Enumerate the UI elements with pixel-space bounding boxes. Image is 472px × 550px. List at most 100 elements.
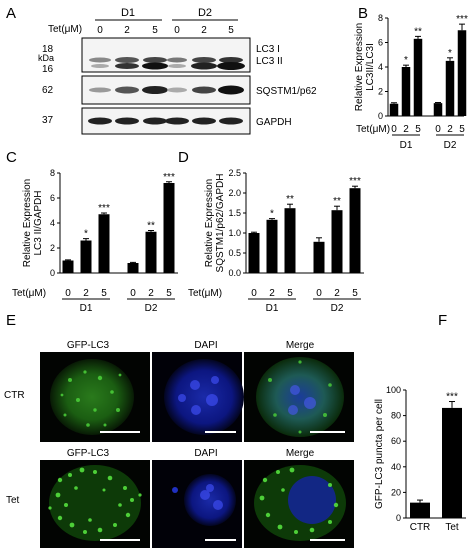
- y-tick-label: 100: [386, 385, 401, 395]
- dose-label: 0: [251, 288, 257, 299]
- significance-label: ***: [446, 392, 458, 403]
- column-label-gfp: GFP-LC3: [67, 448, 110, 459]
- bar: [127, 263, 139, 273]
- dose-label: 2: [148, 288, 154, 299]
- y-tick-label: 2: [378, 87, 383, 97]
- micrograph-tet-dapi: [152, 460, 242, 548]
- dose-label: 0: [435, 124, 441, 135]
- bar: [62, 260, 74, 273]
- significance-label: ***: [98, 203, 110, 214]
- dose-label: 5: [166, 288, 172, 299]
- bar: [145, 231, 157, 273]
- y-tick-label: 2.0: [228, 188, 241, 198]
- dose-label: 5: [459, 124, 465, 135]
- bar: [284, 208, 296, 273]
- category-label: Tet: [445, 522, 459, 533]
- y-axis-label: GFP-LC3 puncta per cell: [374, 399, 385, 509]
- dose-label: 5: [152, 25, 158, 36]
- mw-unit: kDa: [38, 53, 54, 63]
- column-label-dapi: DAPI: [194, 340, 217, 351]
- y-tick-label: 2.5: [228, 168, 241, 178]
- bar: [410, 502, 430, 518]
- group-label: D2: [444, 140, 457, 151]
- micrograph-tet-merge: [244, 460, 354, 548]
- panel-d-chart: D 0.0 0.5 1.0 1.5 2.0 2.5 Relative Expression SQ…: [178, 149, 364, 314]
- y-tick-label: 1.5: [228, 208, 241, 218]
- mw-marker: 16: [42, 64, 54, 75]
- y-tick-label: 2: [50, 243, 55, 253]
- y-tick-label: 80: [391, 411, 401, 421]
- y-tick-label: 8: [378, 13, 383, 23]
- panel-a: A Tet(μM) D1 D2 0 2 5 0 2 5 18 kDa 16 62…: [6, 5, 317, 135]
- y-tick-label: 0.5: [228, 248, 241, 258]
- column-label-gfp: GFP-LC3: [67, 340, 110, 351]
- micrograph-tet-gfp: [40, 460, 150, 548]
- group-label: D2: [145, 303, 158, 314]
- significance-label: ***: [456, 14, 468, 25]
- bar: [349, 188, 361, 273]
- dose-label: 2: [447, 124, 453, 135]
- y-tick-label: 0: [378, 111, 383, 121]
- dose-label: 5: [415, 124, 421, 135]
- bar: [80, 240, 92, 273]
- significance-label: **: [286, 194, 294, 205]
- dose-label: 5: [352, 288, 358, 299]
- significance-label: ***: [163, 172, 175, 183]
- significance-label: *: [448, 48, 452, 59]
- y-axis-label: Relative Expression: [354, 23, 365, 111]
- y-tick-label: 8: [50, 168, 55, 178]
- panel-letter: C: [6, 149, 17, 166]
- dose-label: 2: [201, 25, 207, 36]
- significance-label: **: [414, 26, 422, 37]
- column-label-dapi: DAPI: [194, 448, 217, 459]
- band-label-lc3ii: LC3 II: [256, 56, 283, 67]
- row-label-tet: Tet: [6, 495, 20, 506]
- dose-label: 5: [228, 25, 234, 36]
- bar: [401, 67, 411, 116]
- panel-e: E GFP-LC3 DAPI Merge CTR: [4, 312, 354, 548]
- y-tick-label: 0: [396, 513, 401, 523]
- significance-label: *: [270, 209, 274, 220]
- dose-label: 0: [65, 288, 71, 299]
- tet-label: Tet(μM): [356, 124, 390, 135]
- dose-label: 2: [83, 288, 89, 299]
- group-label: D1: [266, 303, 279, 314]
- lc3-bands: [89, 57, 245, 70]
- mw-marker: 62: [42, 85, 54, 96]
- dose-label: 5: [101, 288, 107, 299]
- row-label-ctr: CTR: [4, 390, 25, 401]
- panel-letter: B: [358, 5, 368, 22]
- significance-label: **: [147, 221, 155, 232]
- y-tick-label: 6: [50, 193, 55, 203]
- band-label-lc3i: LC3 I: [256, 44, 280, 55]
- panel-letter: F: [438, 312, 447, 329]
- dose-label: 2: [334, 288, 340, 299]
- micrograph-ctr-dapi: [152, 352, 244, 442]
- bar: [163, 183, 175, 273]
- significance-label: *: [404, 55, 408, 66]
- y-tick-label: 4: [50, 218, 55, 228]
- bar: [266, 219, 278, 273]
- bar: [389, 103, 399, 116]
- y-tick-label: 60: [391, 436, 401, 446]
- dose-label: 0: [97, 25, 103, 36]
- bar: [98, 214, 110, 273]
- bar: [442, 407, 462, 518]
- group-label: D2: [331, 303, 344, 314]
- y-axis-label: SQSTM1/p62/GAPDH: [215, 174, 226, 273]
- dose-label: 2: [124, 25, 130, 36]
- bar: [331, 210, 343, 273]
- band-label-p62: SQSTM1/p62: [256, 86, 317, 97]
- mw-marker: 18: [42, 44, 54, 55]
- micrograph-ctr-gfp: [40, 352, 150, 442]
- category-label: CTR: [410, 522, 431, 533]
- y-axis-label: Relative Expression: [22, 179, 33, 267]
- column-label-merge: Merge: [286, 448, 315, 459]
- group-label-d1: D1: [121, 7, 135, 19]
- tet-label: Tet(μM): [188, 288, 222, 299]
- significance-label: **: [333, 196, 341, 207]
- significance-label: ***: [349, 176, 361, 187]
- dose-label: 5: [287, 288, 293, 299]
- y-tick-label: 0.0: [228, 268, 241, 278]
